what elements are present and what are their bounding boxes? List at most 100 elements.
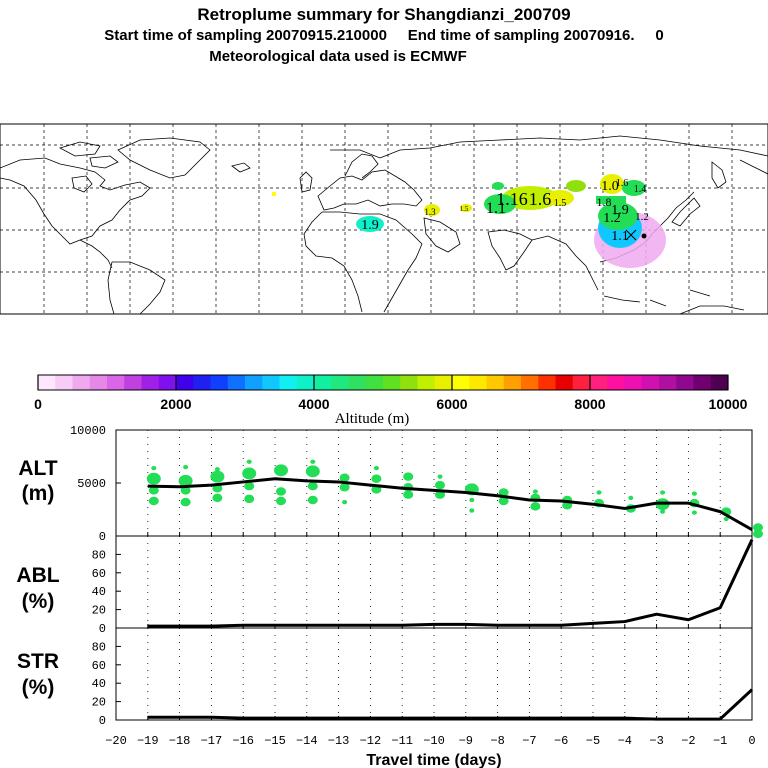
colorbar-cell — [72, 375, 91, 390]
colorbar-cell — [693, 375, 712, 390]
x-tick-label: −3 — [649, 734, 663, 748]
colorbar-cell — [89, 375, 108, 390]
cluster-point — [691, 491, 697, 496]
panel-label: STR — [17, 650, 59, 673]
cluster-point — [339, 482, 350, 492]
colorbar-cell — [710, 375, 729, 390]
plume-blob — [600, 174, 624, 194]
cluster-point — [753, 523, 763, 532]
plume-label: 1.2 — [603, 211, 621, 226]
cluster-point — [244, 494, 255, 504]
colorbar-tick-label: 0 — [34, 396, 42, 412]
plume-footprints — [272, 174, 666, 268]
plume-label: 1.6 — [529, 189, 552, 209]
plume-blob — [622, 180, 646, 196]
colorbar-cell — [503, 375, 522, 390]
colorbar-cell — [400, 375, 418, 390]
cluster-point — [342, 499, 348, 505]
cluster-point — [339, 473, 350, 482]
colorbar-cell — [417, 375, 436, 390]
x-tick-label: −14 — [296, 734, 318, 748]
plume-label: 1.4 — [634, 184, 647, 195]
plume-labels: 1.91.16 1.6 1.51.11.3 1.51.01.91.11.81.41.2… — [361, 178, 649, 244]
x-tick-label: −9 — [459, 734, 473, 748]
panel-frame — [115, 627, 753, 721]
panel-abl: 0 20 40 60 80 ABL (%) — [16, 535, 754, 636]
colorbar-label: Altitude (m) — [335, 411, 410, 427]
cluster-point — [498, 488, 509, 497]
colorbar-cell — [590, 375, 608, 390]
panel-label: (m) — [22, 482, 55, 505]
cluster-point — [307, 495, 318, 505]
cluster-point — [437, 474, 443, 479]
colorbar-cell — [227, 375, 246, 390]
cluster-point — [469, 497, 475, 503]
series-line-str — [147, 688, 754, 721]
cluster-point — [373, 466, 379, 471]
x-tick-label: −11 — [391, 734, 413, 748]
colorbar-tick-label: 8000 — [574, 396, 605, 412]
cluster-point — [183, 464, 189, 470]
plume-blob — [484, 194, 516, 214]
y-tick-label: 20 — [92, 696, 106, 710]
cluster-point — [403, 472, 414, 481]
colorbar-cell — [55, 375, 73, 390]
time-series-panels: 0 5000 10000 ALT(m) 0 20 40 60 80 ABL (%) 0 20 40 60 80… — [16, 424, 763, 768]
cluster-point — [435, 480, 445, 490]
colorbar-cell — [624, 375, 643, 390]
y-tick-label: 60 — [92, 659, 106, 673]
colorbar-cell — [365, 375, 384, 390]
x-tick-label: 0 — [748, 734, 755, 748]
x-tick-label: −8 — [490, 734, 504, 748]
x-tick-label: −18 — [169, 734, 191, 748]
cluster-point — [214, 467, 220, 472]
colorbar-cell — [486, 375, 505, 390]
cluster-point — [310, 459, 316, 464]
x-tick-label: −13 — [328, 734, 350, 748]
colorbar-cell — [641, 375, 660, 390]
coastlines — [0, 135, 768, 315]
colorbar-cell — [158, 375, 177, 390]
colorbar-tick-label: 6000 — [436, 396, 467, 412]
plume-label: 1.5 — [460, 205, 469, 213]
colorbar-cell — [38, 375, 56, 390]
y-tick-label: 5000 — [77, 477, 106, 491]
cluster-point — [753, 529, 763, 539]
cluster-point — [371, 474, 382, 484]
cluster-point — [148, 486, 159, 495]
cluster-point — [307, 481, 318, 491]
cluster-point — [151, 466, 157, 471]
cluster-point — [723, 516, 729, 522]
colorbar-cell — [469, 375, 487, 390]
colorbar-cell — [555, 375, 574, 390]
cluster-point — [596, 490, 602, 495]
panel-frame — [115, 429, 753, 537]
plume-blob — [272, 192, 276, 196]
colorbar-cell — [210, 375, 229, 390]
plume-label: 1.9 — [361, 218, 379, 233]
cluster-point — [498, 496, 509, 506]
cluster-point — [628, 495, 634, 500]
plume-label: 1.1 — [611, 229, 629, 244]
colorbar-cell — [141, 375, 160, 390]
colorbar-cell — [262, 375, 280, 390]
cluster-point — [469, 508, 475, 513]
plume-blob — [356, 216, 384, 232]
cluster-point — [276, 496, 286, 506]
panel-label: ALT — [18, 457, 57, 480]
series-line-alt — [147, 477, 753, 531]
x-tick-label: −12 — [360, 734, 382, 748]
cluster-point — [244, 481, 255, 491]
cluster-point — [305, 465, 320, 478]
colorbar-cell — [572, 375, 591, 390]
panel-label: ABL — [16, 564, 59, 587]
panel-label: (%) — [22, 676, 55, 699]
colorbar-cell — [176, 375, 194, 390]
y-tick-label: 0 — [99, 714, 106, 728]
y-tick-label: 0 — [99, 622, 106, 636]
cluster-point — [532, 489, 538, 494]
colorbar-cell — [331, 375, 349, 390]
sampling-time: Start time of sampling 20070915.210000 E… — [104, 27, 663, 44]
plume-label: 1.2 — [635, 211, 649, 223]
x-tick-label: −10 — [423, 734, 445, 748]
